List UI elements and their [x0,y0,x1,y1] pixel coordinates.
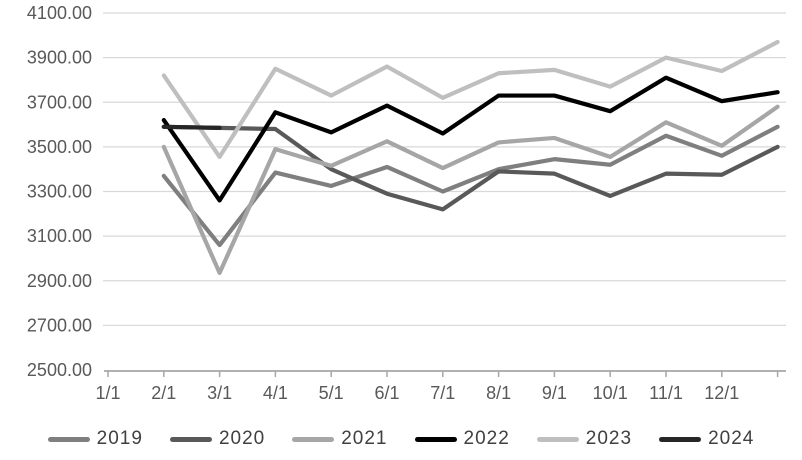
y-axis-tick-label: 3100.00 [27,226,92,246]
legend-item-2022: 2022 [414,428,510,450]
x-axis-tick-label: 5/1 [319,383,344,403]
legend-item-2024: 2024 [659,428,754,450]
series-line-2022 [161,75,780,203]
legend-item-2021: 2021 [292,428,387,450]
legend-marker-2024 [659,436,702,442]
x-axis-tick-label: 7/1 [430,383,455,403]
series-line-2024 [161,124,222,131]
legend-label: 2023 [585,428,633,449]
legend-marker-2020 [169,436,212,442]
chart-legend: 2019 2020 2021 2022 2023 2024 [0,421,802,457]
x-axis-tick-label: 10/1 [593,383,628,403]
legend-label: 2022 [463,428,510,449]
legend-item-2023: 2023 [536,428,633,450]
legend-marker-2019 [47,436,90,442]
x-axis-tick-label: 4/1 [263,383,288,403]
x-axis-tick-label: 8/1 [486,383,511,403]
y-axis-tick-label: 3300.00 [27,182,92,202]
x-axis-tick-label: 1/1 [95,383,120,403]
y-axis-tick-label: 4100.00 [27,3,92,23]
x-axis-tick-label: 9/1 [542,383,567,403]
series-line-2023 [161,39,780,160]
y-axis-tick-label: 3500.00 [27,137,92,157]
line-chart: 4100.00 3900.00 3700.00 3500.00 3300.00 3100.… [27,3,786,403]
y-axis-tick-label: 3900.00 [27,48,92,68]
x-axis-tick-label: 2/1 [151,383,176,403]
y-axis-tick-label: 2700.00 [27,315,92,335]
legend-item-2020: 2020 [169,428,266,450]
y-axis-tick-label: 2900.00 [27,271,92,291]
legend-label: 2021 [341,428,388,449]
legend-marker-2023 [536,436,579,442]
legend-label: 2019 [96,428,143,449]
legend-label: 2020 [218,428,266,449]
y-axis-tick-label: 2500.00 [27,360,92,380]
legend-marker-2021 [292,436,335,442]
legend-item-2019: 2019 [47,428,143,450]
legend-marker-2022 [414,436,457,442]
series-line-2019 [161,124,780,248]
x-axis-tick-label: 11/1 [649,383,683,403]
x-axis-tick-label: 12/1 [704,383,739,403]
legend-label: 2024 [708,428,755,449]
y-axis-tick-label: 3700.00 [27,92,92,112]
x-axis-tick-label: 6/1 [374,383,399,403]
series-line-2021 [161,104,780,276]
x-axis-tick-label: 3/1 [207,383,232,403]
